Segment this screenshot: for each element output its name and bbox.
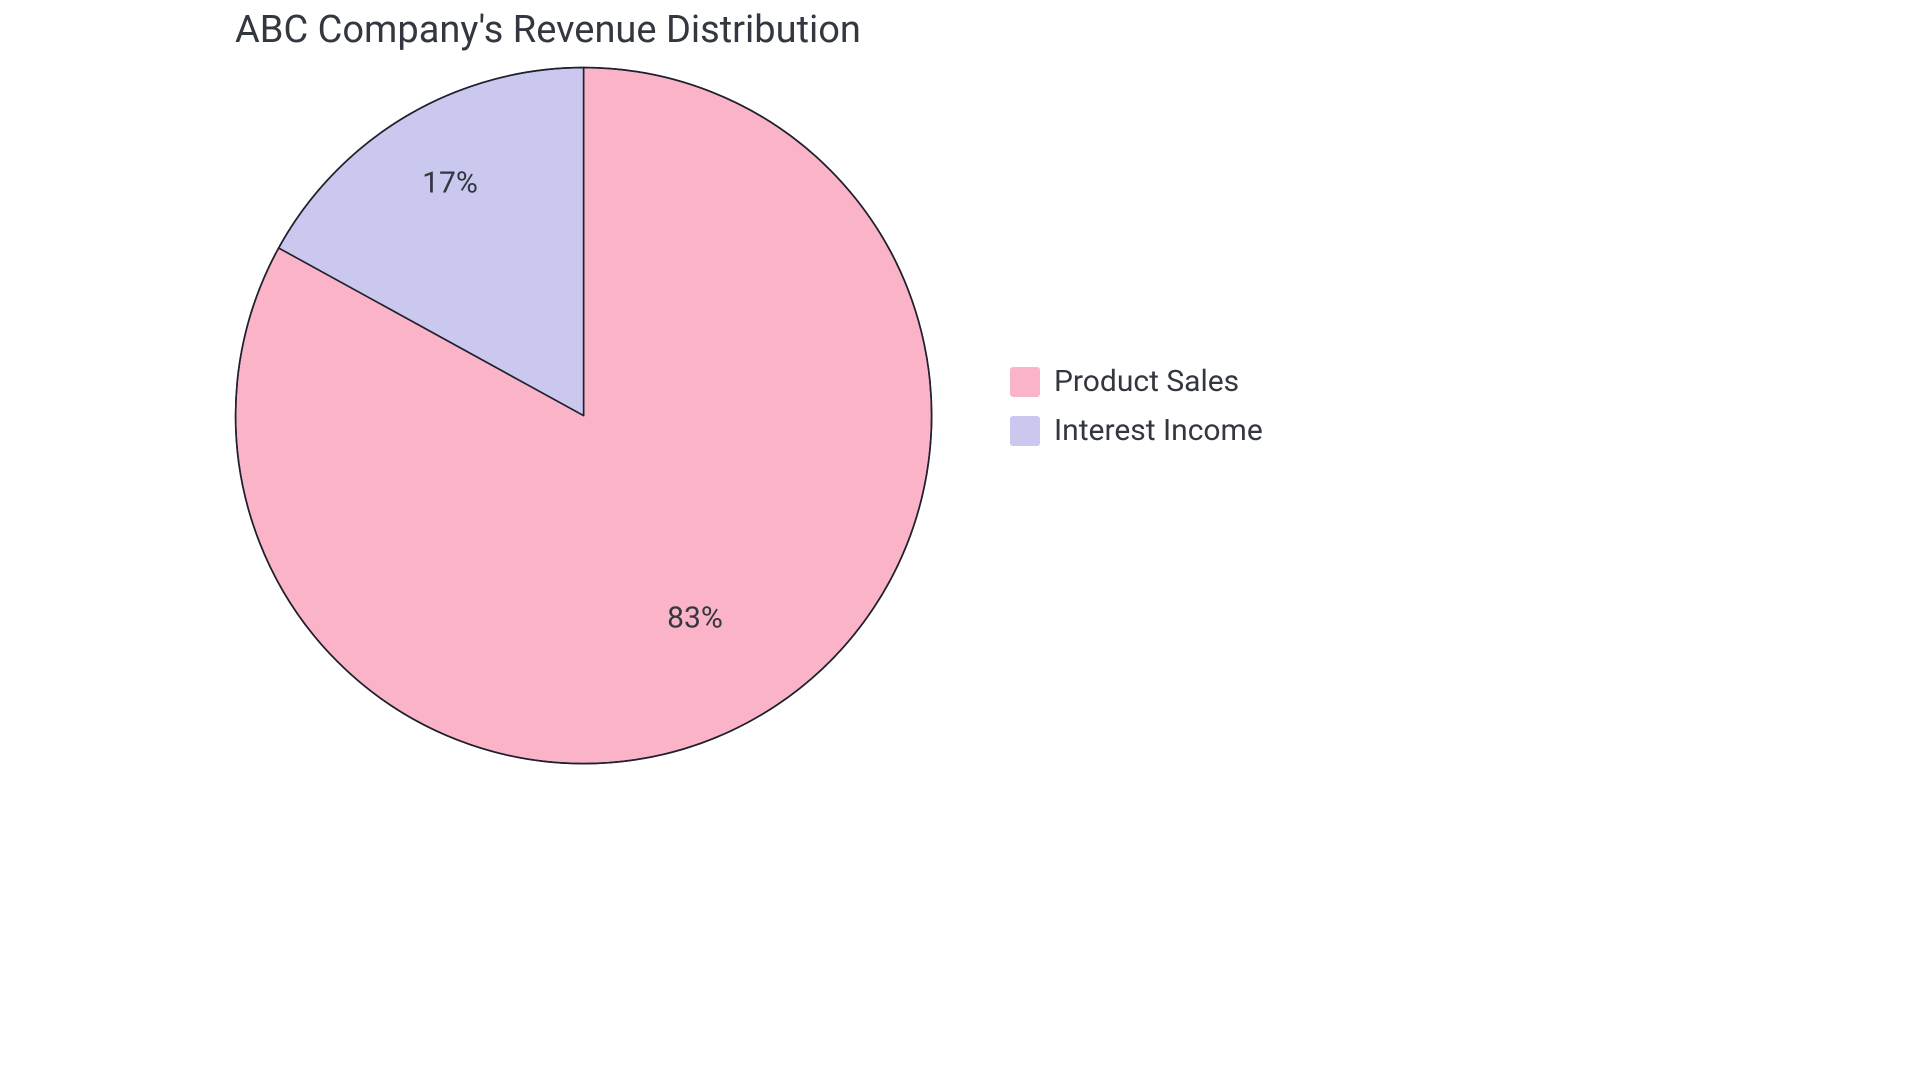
chart-title: ABC Company's Revenue Distribution (235, 8, 861, 52)
chart-legend: Product Sales Interest Income (1010, 364, 1263, 448)
legend-label-1: Interest Income (1054, 413, 1263, 448)
slice-label-0: 83% (667, 601, 723, 636)
legend-item-1: Interest Income (1010, 413, 1263, 448)
legend-item-0: Product Sales (1010, 364, 1263, 399)
slice-label-1: 17% (422, 166, 478, 201)
pie-chart (232, 64, 935, 767)
legend-label-0: Product Sales (1054, 364, 1239, 399)
pie-chart-container: ABC Company's Revenue Distribution 83% 17… (0, 0, 1440, 810)
legend-swatch-0 (1010, 367, 1040, 397)
legend-swatch-1 (1010, 416, 1040, 446)
